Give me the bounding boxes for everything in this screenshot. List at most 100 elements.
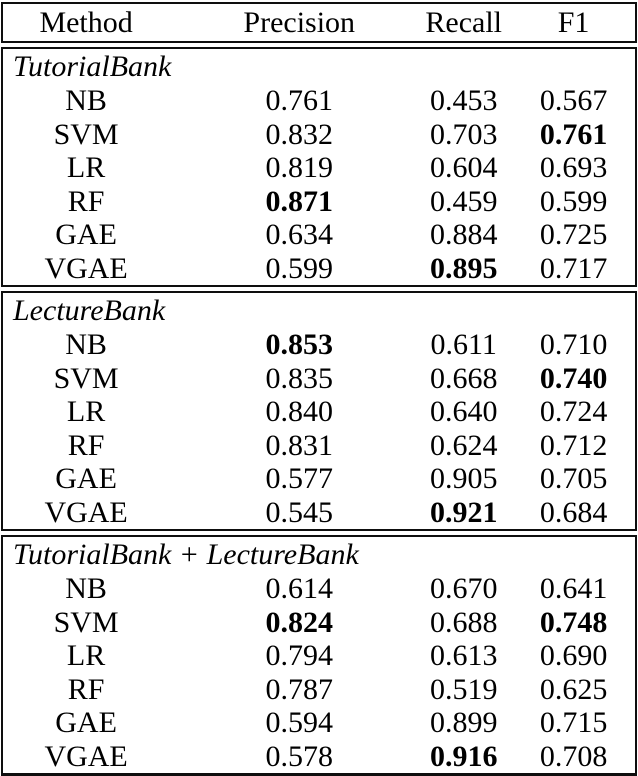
cell-f1: 0.641 xyxy=(539,572,608,605)
cell-method: VGAE xyxy=(44,495,128,529)
cell-f1: 0.708 xyxy=(539,739,608,773)
cell-precision: 0.787 xyxy=(265,672,333,706)
cell-recall: 0.668 xyxy=(429,361,498,395)
cell-f1: 0.717 xyxy=(539,251,608,285)
column-header-f1: F1 xyxy=(557,5,590,39)
cell-recall: 0.884 xyxy=(429,218,498,251)
cell-recall: 0.604 xyxy=(429,151,498,184)
cell-f1: 0.690 xyxy=(539,639,608,672)
cell-f1: 0.715 xyxy=(539,706,608,739)
table-row: GAE 0.594 0.899 0.715 xyxy=(3,706,635,740)
cell-f1: 0.599 xyxy=(539,184,608,218)
cell-precision: 0.578 xyxy=(265,739,333,773)
cell-f1: 0.724 xyxy=(539,395,608,428)
table-row: NB 0.853 0.611 0.710 xyxy=(3,328,635,362)
cell-method: VGAE xyxy=(44,739,128,773)
cell-f1: 0.748 xyxy=(539,605,608,639)
cell-recall: 0.611 xyxy=(430,328,497,361)
cell-recall: 0.459 xyxy=(429,184,498,218)
column-header-method: Method xyxy=(39,5,133,39)
cell-precision: 0.594 xyxy=(265,706,333,739)
cell-recall: 0.519 xyxy=(429,672,498,706)
section-title: TutorialBank + LectureBank xyxy=(13,538,359,571)
cell-method: LR xyxy=(66,639,106,672)
table-row: VGAE 0.578 0.916 0.708 xyxy=(3,740,635,774)
cell-method: NB xyxy=(65,572,107,605)
cell-recall: 0.921 xyxy=(429,495,498,529)
cell-method: SVM xyxy=(53,117,119,151)
table-row: VGAE 0.599 0.895 0.717 xyxy=(3,252,635,286)
cell-method: RF xyxy=(67,184,105,218)
cell-recall: 0.453 xyxy=(429,84,498,117)
cell-recall: 0.916 xyxy=(429,739,498,773)
table-row: VGAE 0.545 0.921 0.684 xyxy=(3,496,635,530)
cell-recall: 0.670 xyxy=(429,572,498,605)
column-header-recall: Recall xyxy=(425,5,503,39)
cell-recall: 0.899 xyxy=(429,706,498,739)
cell-method: VGAE xyxy=(44,251,128,285)
cell-precision: 0.835 xyxy=(265,361,333,395)
cell-f1: 0.693 xyxy=(539,151,608,184)
table-section-2: LectureBank NB 0.853 0.611 0.710 SVM 0.835 0.66… xyxy=(1,291,637,531)
cell-precision: 0.614 xyxy=(265,572,333,605)
cell-precision: 0.819 xyxy=(265,151,333,184)
table-row: SVM 0.835 0.668 0.740 xyxy=(3,362,635,396)
cell-f1: 0.684 xyxy=(539,495,608,529)
table-row: NB 0.761 0.453 0.567 xyxy=(3,84,635,118)
cell-method: SVM xyxy=(53,361,119,395)
cell-precision: 0.824 xyxy=(265,605,333,639)
table-row: NB 0.614 0.670 0.641 xyxy=(3,572,635,606)
cell-method: NB xyxy=(65,84,107,117)
table-body: TutorialBank NB 0.761 0.453 0.567 SVM 0.832 0.7… xyxy=(1,47,637,776)
cell-precision: 0.832 xyxy=(265,117,333,151)
cell-f1: 0.761 xyxy=(539,117,608,151)
cell-method: GAE xyxy=(55,462,117,495)
cell-f1: 0.625 xyxy=(539,672,608,706)
cell-recall: 0.905 xyxy=(429,462,498,495)
cell-f1: 0.567 xyxy=(539,84,608,117)
cell-f1: 0.710 xyxy=(539,328,608,361)
cell-f1: 0.740 xyxy=(539,361,608,395)
section-title: TutorialBank xyxy=(13,50,172,83)
table-row: RF 0.831 0.624 0.712 xyxy=(3,429,635,463)
cell-f1: 0.705 xyxy=(539,462,608,495)
cell-precision: 0.545 xyxy=(265,495,333,529)
cell-method: RF xyxy=(67,672,105,706)
cell-method: NB xyxy=(65,328,107,361)
table-row: RF 0.871 0.459 0.599 xyxy=(3,185,635,219)
table-row: GAE 0.577 0.905 0.705 xyxy=(3,462,635,496)
table-row: LR 0.840 0.640 0.724 xyxy=(3,395,635,429)
cell-precision: 0.794 xyxy=(265,639,333,672)
cell-precision: 0.831 xyxy=(265,428,333,462)
cell-recall: 0.688 xyxy=(429,605,498,639)
cell-method: LR xyxy=(66,395,106,428)
column-header-precision: Precision xyxy=(243,5,356,39)
table-row: RF 0.787 0.519 0.625 xyxy=(3,673,635,707)
cell-method: SVM xyxy=(53,605,119,639)
cell-precision: 0.840 xyxy=(265,395,333,428)
table-row: SVM 0.824 0.688 0.748 xyxy=(3,606,635,640)
cell-precision: 0.577 xyxy=(265,462,333,495)
table-row: SVM 0.832 0.703 0.761 xyxy=(3,118,635,152)
cell-recall: 0.703 xyxy=(429,117,498,151)
table-row: GAE 0.634 0.884 0.725 xyxy=(3,218,635,252)
cell-method: GAE xyxy=(55,706,117,739)
cell-f1: 0.725 xyxy=(539,218,608,251)
cell-recall: 0.624 xyxy=(429,428,498,462)
cell-method: RF xyxy=(67,428,105,462)
cell-precision: 0.634 xyxy=(265,218,333,251)
section-title: LectureBank xyxy=(13,294,166,327)
cell-method: LR xyxy=(66,151,106,184)
cell-method: GAE xyxy=(55,218,117,251)
cell-precision: 0.871 xyxy=(265,184,333,218)
table-section-1: TutorialBank NB 0.761 0.453 0.567 SVM 0.832 0.7… xyxy=(1,47,637,287)
cell-recall: 0.895 xyxy=(429,251,498,285)
cell-recall: 0.640 xyxy=(429,395,498,428)
table-section-3: TutorialBank + LectureBank NB 0.614 0.670 0.… xyxy=(1,535,637,776)
cell-recall: 0.613 xyxy=(429,639,498,672)
table-row: LR 0.794 0.613 0.690 xyxy=(3,639,635,673)
cell-precision: 0.853 xyxy=(265,328,333,361)
cell-precision: 0.761 xyxy=(265,84,333,117)
table-row: LR 0.819 0.604 0.693 xyxy=(3,151,635,185)
